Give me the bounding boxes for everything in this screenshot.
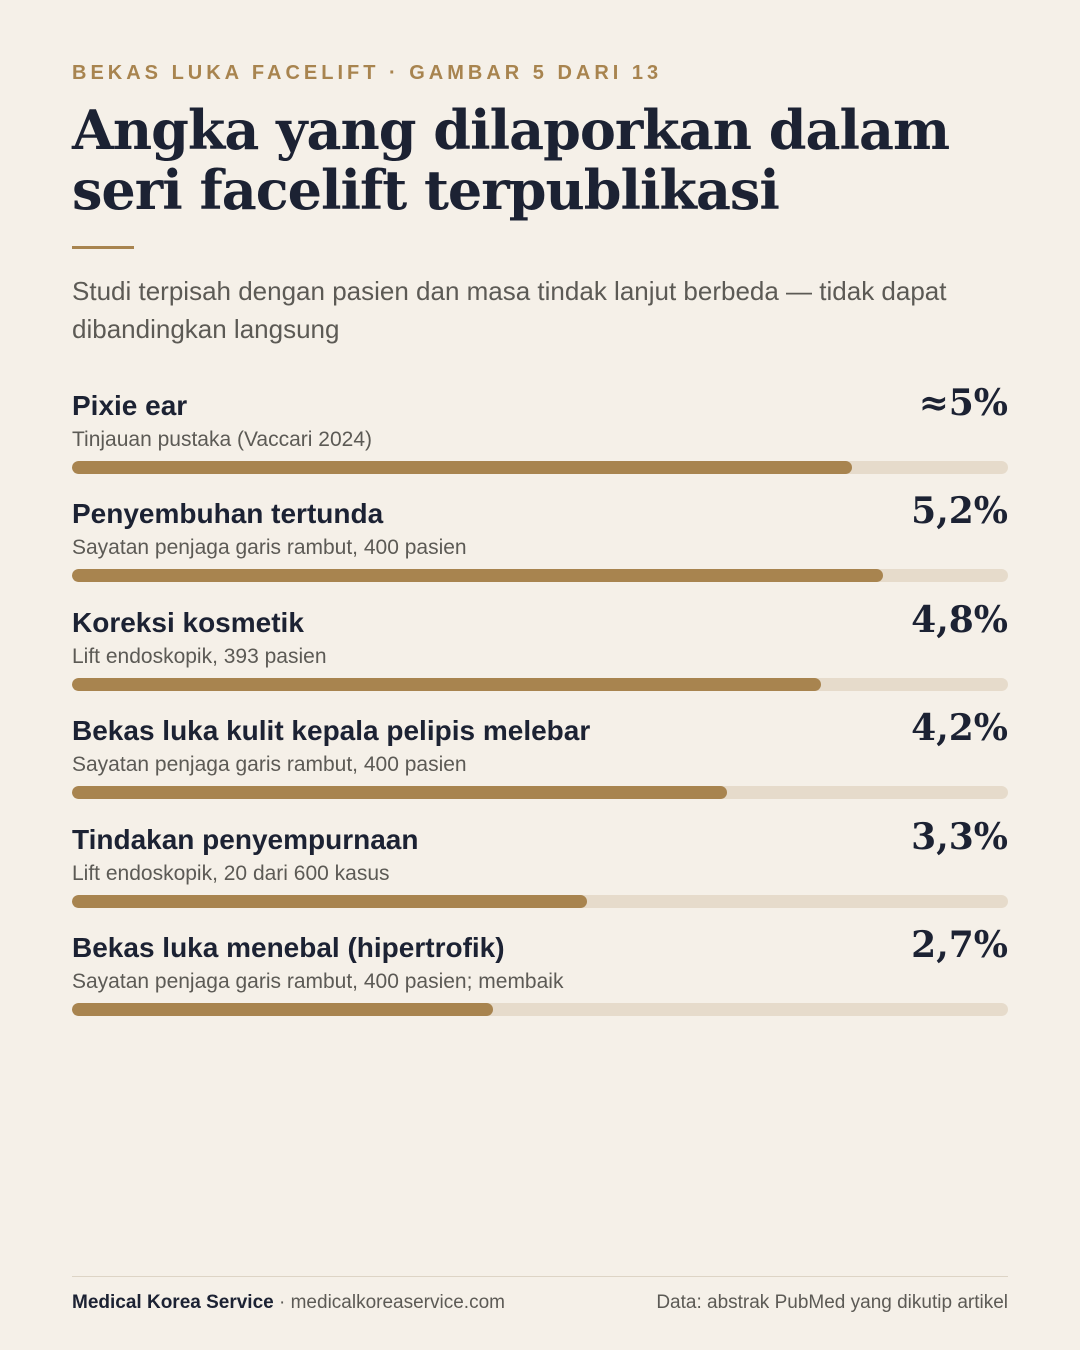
bar-source: Lift endoskopik, 20 dari 600 kasus [72, 861, 390, 885]
bar-label: Pixie ear [72, 390, 188, 421]
bar-value-label: 4,2% [911, 707, 1008, 750]
bar-row: Tindakan penyempurnaan Lift endoskopik, 2… [72, 816, 1008, 928]
bar-chart: Pixie ear Tinjauan pustaka (Vaccari 2024)… [72, 382, 1008, 1036]
bar-row: Koreksi kosmetik Lift endoskopik, 393 pas… [72, 599, 1008, 711]
bar-fill [72, 786, 728, 800]
bar-source: Sayatan penjaga garis rambut, 400 pasien [72, 753, 467, 777]
eyebrow: BEKAS LUKA FACELIFT · GAMBAR 5 DARI 13 [72, 62, 663, 84]
footer-separator: · [273, 1292, 291, 1313]
bar-fill [72, 894, 587, 908]
footer-credit: Data: abstrak PubMed yang dikutip artike… [656, 1292, 1008, 1313]
title-line-1: Angka yang dilaporkan dalam [72, 98, 950, 162]
footer-divider [72, 1276, 1008, 1277]
accent-rule [72, 246, 134, 249]
bar-label: Tindakan penyempurnaan [72, 823, 419, 855]
bar-value-label: 3,3% [911, 815, 1008, 858]
title-line-2: seri facelift terpublikasi [72, 158, 780, 222]
bar-label: Koreksi kosmetik [72, 606, 304, 638]
bar-track [72, 894, 1008, 908]
bar-track [72, 569, 1008, 583]
bar-fill [72, 569, 884, 583]
bar-source: Lift endoskopik, 393 pasien [72, 644, 327, 668]
bar-track [72, 1002, 1008, 1016]
bar-track [72, 786, 1008, 800]
bar-row: Bekas luka menebal (hipertrofik) Sayatan … [72, 924, 1008, 1036]
bar-source: Tinjauan pustaka (Vaccari 2024) [72, 428, 372, 451]
bar-label: Penyembuhan tertunda [72, 498, 384, 530]
bar-row: Penyembuhan tertunda Sayatan penjaga gari… [72, 490, 1008, 602]
bar-value-label: 2,7% [911, 923, 1008, 966]
bar-label: Bekas luka kulit kepala pelipis melebar [72, 715, 591, 747]
bar-fill [72, 461, 852, 474]
bar-track [72, 461, 1008, 474]
footer-brand: Medical Korea Service [72, 1292, 274, 1313]
page-title: Angka yang dilaporkan dalam seri facelif… [72, 100, 972, 220]
bar-row: Pixie ear Tinjauan pustaka (Vaccari 2024)… [72, 382, 1008, 494]
footer: Medical Korea Service · medicalkoreaserv… [72, 1292, 1008, 1314]
subtitle: Studi terpisah dengan pasien dan masa ti… [72, 276, 947, 344]
infographic-page: BEKAS LUKA FACELIFT · GAMBAR 5 DARI 13 A… [72, 0, 1008, 1350]
bar-row: Bekas luka kulit kepala pelipis melebar S… [72, 707, 1008, 819]
bar-fill [72, 1002, 494, 1016]
bar-value-label: 4,8% [911, 598, 1008, 641]
bar-source: Sayatan penjaga garis rambut, 400 pasien… [72, 969, 564, 993]
bar-track [72, 677, 1008, 691]
bar-label: Bekas luka menebal (hipertrofik) [72, 931, 505, 963]
bar-fill [72, 677, 821, 691]
bar-value-label: ≈5% [918, 382, 1008, 424]
bar-source: Sayatan penjaga garis rambut, 400 pasien [72, 536, 467, 560]
bar-value-label: 5,2% [911, 490, 1008, 533]
footer-site: medicalkoreaservice.com [290, 1292, 505, 1313]
